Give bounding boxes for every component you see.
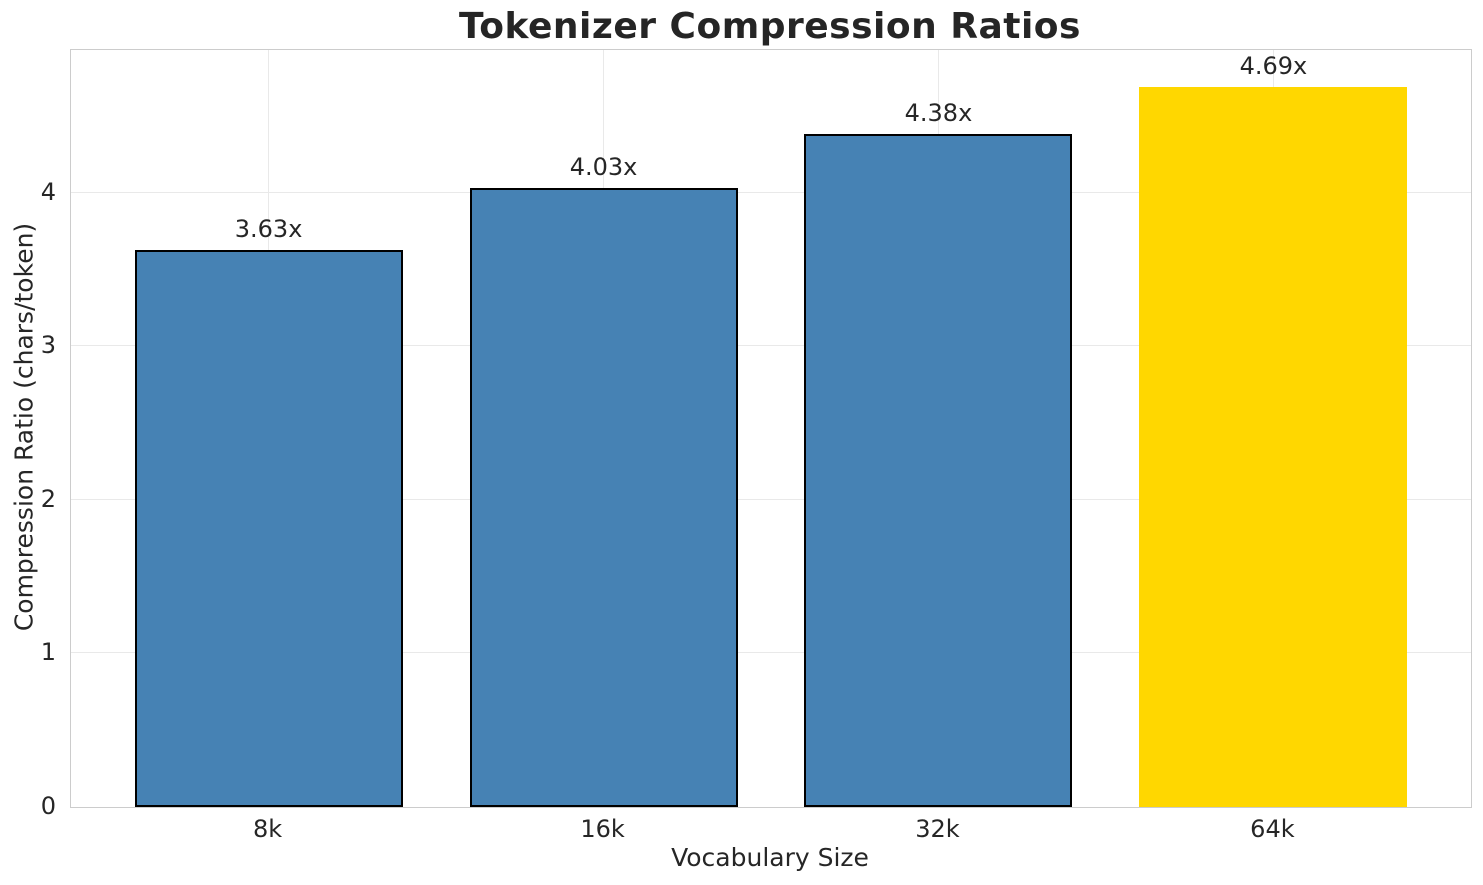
y-tick-label: 4 — [40, 177, 56, 206]
h-gridline — [71, 345, 1471, 347]
y-axis-label: Compression Ratio (chars/token) — [9, 222, 39, 632]
h-gridline — [71, 498, 1471, 500]
bar-value-label: 4.03x — [569, 153, 638, 182]
x-tick-label-32k: 32k — [915, 815, 960, 843]
x-axis-label: Vocabulary Size — [671, 843, 869, 872]
x-tick-label-16k: 16k — [580, 815, 625, 843]
chart-title: Tokenizer Compression Ratios — [459, 6, 1081, 47]
bar-value-label: 4.69x — [1239, 51, 1308, 80]
plot-area: 3.63x 4.03x 4.38x 4.69x — [70, 49, 1472, 808]
y-tick-label: 1 — [40, 638, 56, 667]
bar-value-label: 4.38x — [904, 99, 973, 128]
bar-8k — [134, 249, 403, 807]
h-gridline — [71, 652, 1471, 654]
bar-64k — [1139, 86, 1408, 807]
h-gridline — [71, 191, 1471, 193]
y-tick-label: 0 — [40, 792, 56, 820]
bar-value-label: 3.63x — [234, 214, 303, 243]
y-tick-label: 3 — [40, 331, 56, 360]
bar-32k — [804, 134, 1073, 807]
x-tick-label-64k: 64k — [1250, 815, 1295, 843]
bar-16k — [469, 188, 738, 807]
x-tick-label-8k: 8k — [253, 815, 283, 843]
y-tick-label: 2 — [40, 484, 56, 513]
